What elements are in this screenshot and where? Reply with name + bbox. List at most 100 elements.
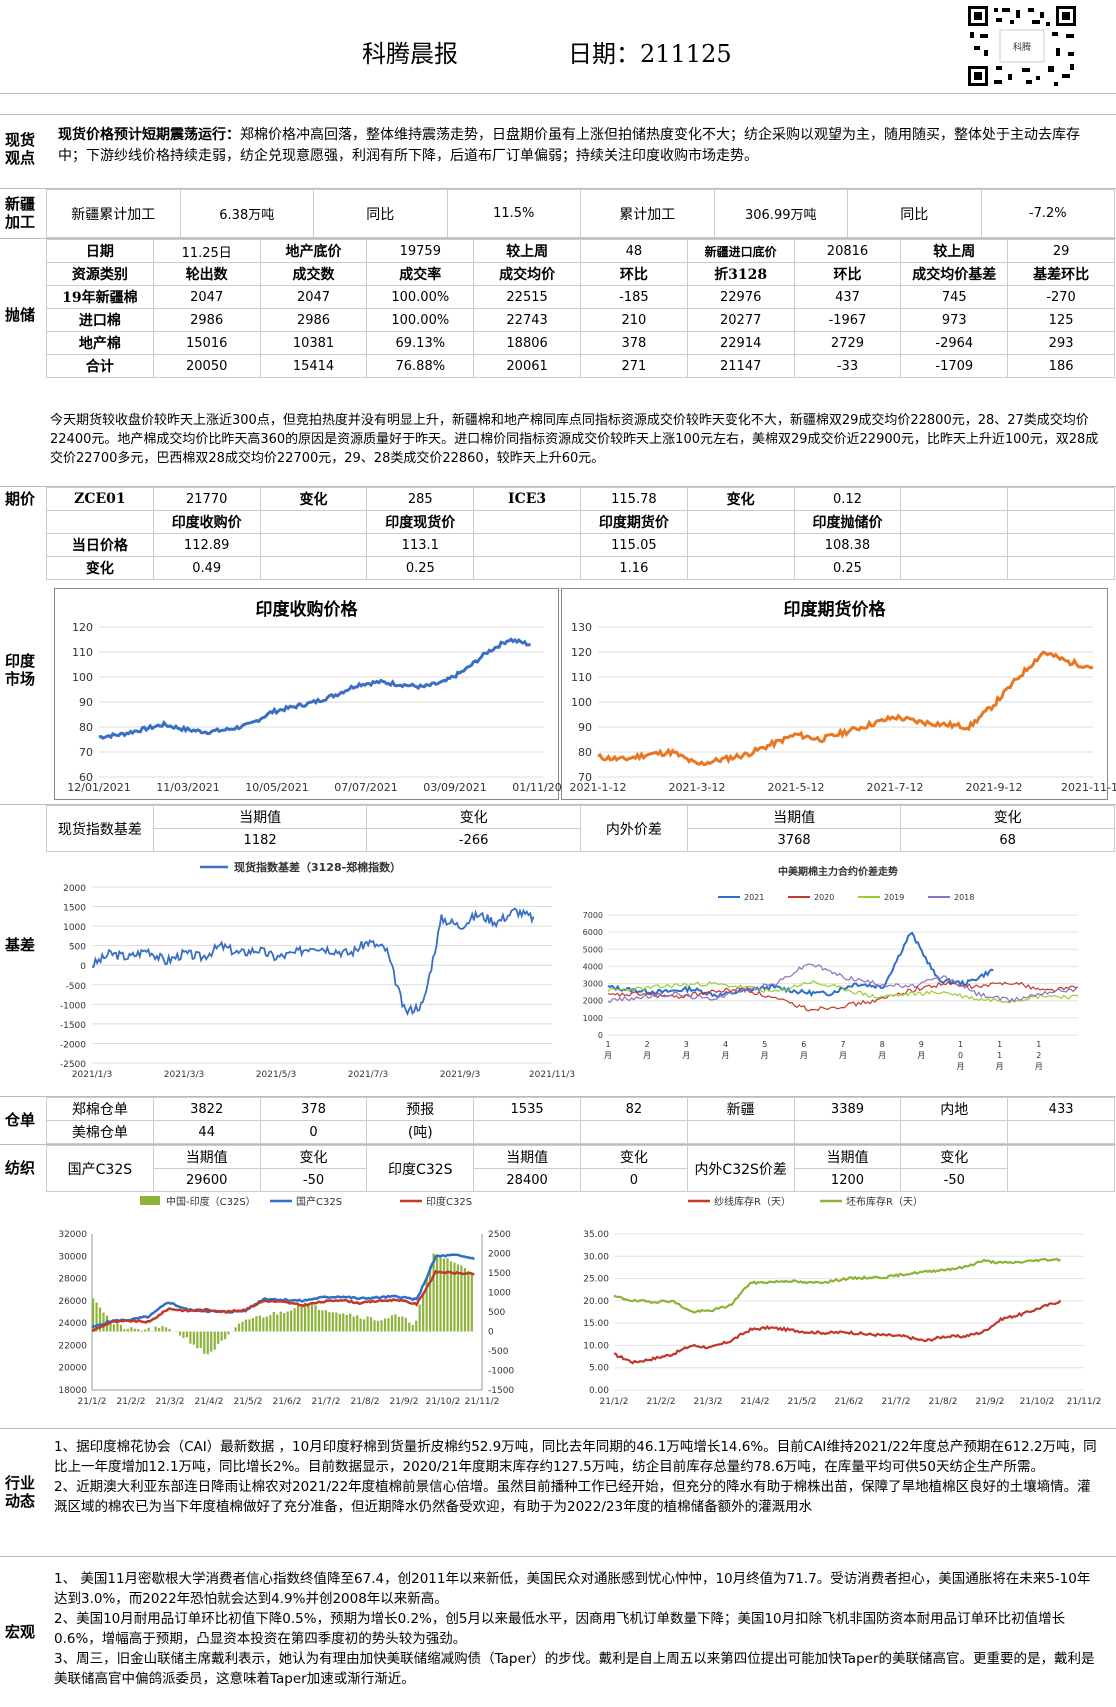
reserve-cell: 22515 xyxy=(474,286,581,309)
basis-cell: 内外价差 xyxy=(580,806,687,852)
diff-bar xyxy=(439,1256,441,1331)
x-tick-label: 11/03/2021 xyxy=(156,781,219,794)
x-tick-label: 2021-3-12 xyxy=(669,781,726,794)
x-tick-label: 21/11/2 xyxy=(1067,1397,1102,1407)
reserve-cell: 19年新疆棉 xyxy=(47,286,154,309)
diff-bar xyxy=(120,1325,122,1332)
x-tick-label: 7 xyxy=(840,1040,845,1049)
y-tick-label: 130 xyxy=(571,621,592,634)
x-tick-label: 2021/7/3 xyxy=(348,1070,388,1080)
xj-cell: 306.99万吨 xyxy=(714,190,848,238)
x-tick-label: 2021/3/3 xyxy=(164,1070,204,1080)
x-tick-label: 21/7/2 xyxy=(312,1397,341,1407)
reserve-top-cell: 较上周 xyxy=(474,240,581,263)
spin-hdr: 变化 xyxy=(260,1146,367,1169)
diff-bar xyxy=(328,1312,330,1331)
diff-bar xyxy=(349,1314,351,1332)
reserve-top-cell: 20816 xyxy=(794,240,901,263)
x-tick-label: 21/5/2 xyxy=(788,1397,817,1407)
x-tick-label: 21/1/2 xyxy=(78,1397,107,1407)
basis-line xyxy=(92,909,534,1014)
india-label: 印度市场 xyxy=(0,630,40,710)
diff-bar xyxy=(255,1316,257,1331)
legend-label: 印度C32S xyxy=(426,1195,472,1208)
india-cell: 115.05 xyxy=(580,534,687,557)
diff-bar xyxy=(394,1314,396,1331)
y-tick-label: 110 xyxy=(571,671,592,684)
reserve-header-cell: 成交数 xyxy=(260,263,367,286)
futures-cell: ZCE01 xyxy=(47,488,154,511)
india-cell: 0.25 xyxy=(367,557,474,580)
diff-bar xyxy=(241,1322,243,1332)
x-tick-label: 03/09/2021 xyxy=(423,781,486,794)
y-tick-label: 30000 xyxy=(58,1252,87,1262)
diff-bar xyxy=(346,1315,348,1332)
yarn-inventory-line xyxy=(614,1300,1061,1363)
reserve-cell: 2986 xyxy=(260,309,367,332)
spin-hdr: 变化 xyxy=(580,1146,687,1169)
wh-cell: 1535 xyxy=(474,1098,581,1121)
reserve-cell: 地产棉 xyxy=(47,332,154,355)
diff-bar xyxy=(360,1319,362,1332)
x-tick-label: 2021/1/3 xyxy=(72,1070,112,1080)
reserve-cell: 进口棉 xyxy=(47,309,154,332)
svg-text:科腾: 科腾 xyxy=(1013,41,1031,53)
futures-cell: ICE3 xyxy=(474,488,581,511)
diff-bar xyxy=(210,1332,212,1352)
india-header-cell: 印度收购价 xyxy=(153,511,260,534)
diff-bar xyxy=(224,1332,226,1340)
y-tick-label: 80 xyxy=(578,746,592,759)
y-tick-label: 2000 xyxy=(63,884,86,894)
wh-cell: 新疆 xyxy=(687,1098,794,1121)
report-date: 日期：211125 xyxy=(568,34,732,69)
diff-bar xyxy=(373,1320,375,1331)
futures-section: 期价 ZCE01 21770 变化 285 ICE3 115.78 变化 0.1… xyxy=(0,486,1116,510)
diff-bar xyxy=(113,1324,115,1331)
x-tick-label: 10/05/2021 xyxy=(245,781,308,794)
diff-bar xyxy=(276,1314,278,1331)
x-tick-label: 月 xyxy=(800,1051,808,1060)
reserve-top-cell: 48 xyxy=(580,240,687,263)
x-tick-label: 月 xyxy=(604,1051,612,1060)
basis-chart: 现货指数基差（3128-郑棉指数）2000150010005000-500-10… xyxy=(50,857,570,1091)
inventory-chart: 纱线库存R（天）坯布库存R（天）35.0030.0025.0020.0015.0… xyxy=(568,1192,1108,1424)
diff-bar xyxy=(325,1310,327,1331)
diff-bar xyxy=(148,1328,150,1332)
basis-cell: 当期值 xyxy=(687,806,901,829)
y-tick-label: 90 xyxy=(79,696,93,709)
reserve-header-row: 资源类别 轮出数 成交数 成交率 成交均价 环比 折3128 环比 成交均价基差… xyxy=(47,263,1115,286)
x-tick-label: 2021-9-12 xyxy=(966,781,1023,794)
reserve-cell: 2986 xyxy=(153,309,260,332)
legend-label: 国产C32S xyxy=(296,1195,342,1208)
diff-bar xyxy=(130,1327,132,1331)
reserve-cell: 20061 xyxy=(474,355,581,378)
diff-bar xyxy=(307,1305,309,1332)
x-tick-label: 1 xyxy=(997,1040,1002,1049)
x-tick-label: 1 xyxy=(997,1051,1002,1060)
reserve-cell: 10381 xyxy=(260,332,367,355)
x-tick-label: 07/07/2021 xyxy=(334,781,397,794)
industry-label: 行业动态 xyxy=(0,1429,40,1555)
qr-code-image: 科腾 xyxy=(966,4,1078,88)
macro-section: 宏观 1、 美国11月密歇根大学消费者信心指数终值降至67.4，创2011年以来… xyxy=(0,1556,1116,1706)
diff-bar xyxy=(245,1320,247,1332)
diff-bar xyxy=(314,1305,316,1331)
diff-bar xyxy=(102,1313,104,1332)
reserve-cell: -270 xyxy=(1008,286,1115,309)
y-tick-label: 0.00 xyxy=(589,1386,609,1396)
y-tick-label: 26000 xyxy=(58,1297,87,1307)
x-tick-label: 21/2/2 xyxy=(117,1397,146,1407)
spin-hdr: 当期值 xyxy=(794,1146,901,1169)
spinning-section: 纺织 国产C32S 当期值 变化 印度C32S 当期值 变化 内外C32S价差 … xyxy=(0,1144,1116,1190)
x-tick-label: 2021-7-12 xyxy=(867,781,924,794)
reserve-cell: 378 xyxy=(580,332,687,355)
diff-bar xyxy=(269,1315,271,1331)
reserve-cell: 210 xyxy=(580,309,687,332)
y-tick-label: -500 xyxy=(66,982,87,992)
y-tick-label: -2500 xyxy=(60,1060,86,1070)
